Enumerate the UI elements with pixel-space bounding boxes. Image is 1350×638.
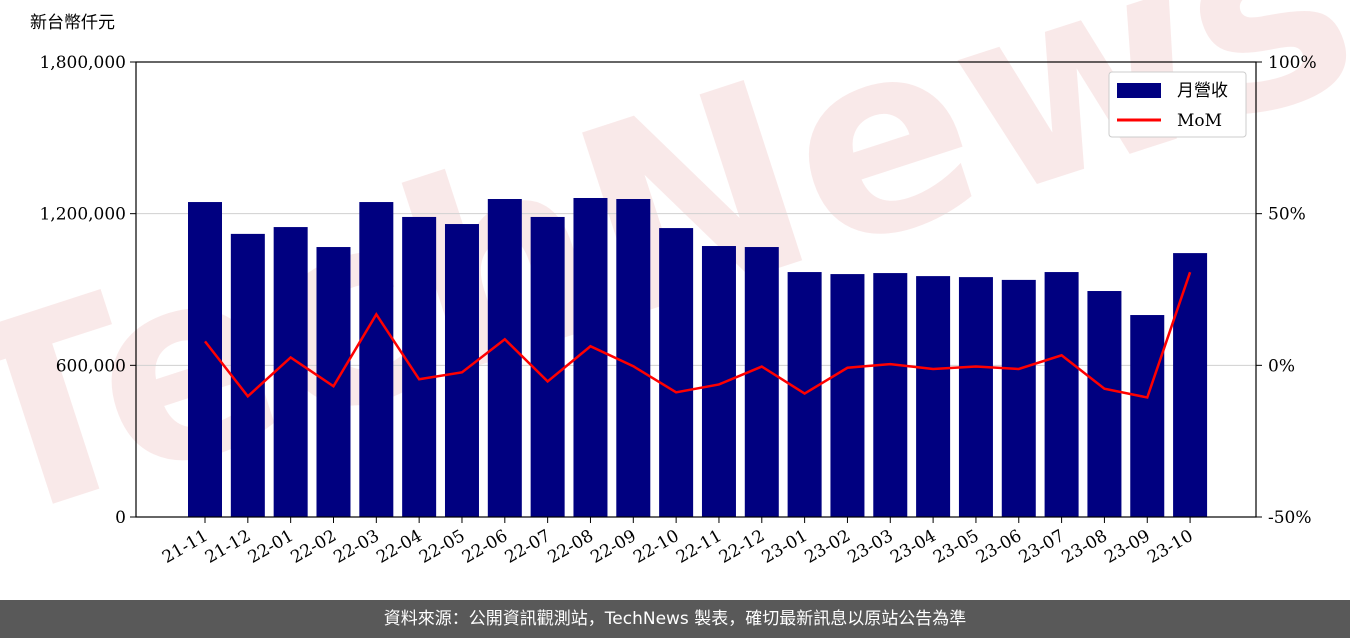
bar (1087, 291, 1122, 517)
x-tick-label: 22-03 (330, 526, 382, 568)
line (204, 271, 1192, 399)
bar (402, 216, 437, 518)
x-tick-label: 23-08 (1058, 526, 1110, 568)
x-tick-label: 22-12 (716, 526, 768, 568)
bar (530, 216, 565, 518)
bar (316, 247, 351, 518)
x-tick-label: 23-10 (1144, 526, 1196, 568)
bar (1130, 315, 1165, 517)
x-tick-label: 22-11 (673, 526, 725, 568)
bar (873, 273, 908, 517)
x-tick-label: 23-09 (1101, 526, 1153, 568)
bar (1044, 272, 1079, 517)
bar (659, 228, 694, 517)
bar (916, 276, 951, 517)
x-tick-label: 22-09 (587, 526, 639, 568)
x-tick-label: 22-06 (459, 526, 511, 568)
footer-source: 資料來源：公開資訊觀測站，TechNews 製表，確切最新訊息以原站公告為準 (0, 600, 1350, 638)
y2-tick-label: 50% (1268, 205, 1306, 225)
bar (744, 247, 779, 518)
y-axis-label: 新台幣仟元 (30, 13, 115, 33)
bar (1173, 253, 1208, 517)
bar (487, 199, 522, 517)
x-tick-label: 23-07 (1016, 526, 1068, 568)
chart: 新台幣仟元 TechNews0600,0001,200,0001,800,000… (0, 0, 1350, 583)
x-tick-label: 22-04 (373, 526, 425, 568)
y-tick-label: 1,200,000 (39, 205, 126, 225)
legend-label: MoM (1177, 111, 1222, 131)
bar (230, 233, 265, 517)
bar (359, 202, 394, 518)
x-tick-label: 22-10 (630, 526, 682, 568)
bar (573, 197, 608, 517)
legend-label: 月營收 (1177, 81, 1228, 101)
x-tick-label: 23-03 (844, 526, 896, 568)
bar (616, 199, 651, 517)
y-tick-label: 1,800,000 (39, 53, 126, 73)
y2-tick-label: 0% (1268, 356, 1295, 376)
legend-swatch (1117, 83, 1161, 98)
plot-frame (135, 61, 1257, 518)
bar (273, 227, 308, 517)
x-tick-label: 22-07 (502, 526, 554, 568)
x-tick-label: 21-11 (159, 526, 211, 568)
y2-tick-label: 100% (1268, 53, 1317, 73)
x-tick-label: 23-04 (887, 526, 939, 568)
x-tick-label: 22-08 (545, 526, 597, 568)
bar (1001, 279, 1036, 517)
y-tick-label: 600,000 (56, 356, 126, 376)
bar (188, 202, 222, 518)
x-tick-label: 22-01 (245, 526, 297, 568)
bar (444, 224, 479, 517)
bar (830, 274, 865, 517)
x-tick-label: 23-05 (930, 526, 982, 568)
x-tick-label: 21-12 (202, 526, 254, 568)
x-tick-label: 23-06 (973, 526, 1025, 568)
bar (701, 246, 736, 517)
x-tick-label: 22-02 (288, 526, 340, 568)
x-tick-label: 23-01 (759, 526, 811, 568)
y-tick-label: 0 (115, 508, 126, 528)
y2-tick-label: -50% (1268, 508, 1312, 528)
bar (958, 277, 993, 517)
x-tick-label: 22-05 (416, 526, 468, 568)
x-tick-label: 23-02 (802, 526, 854, 568)
